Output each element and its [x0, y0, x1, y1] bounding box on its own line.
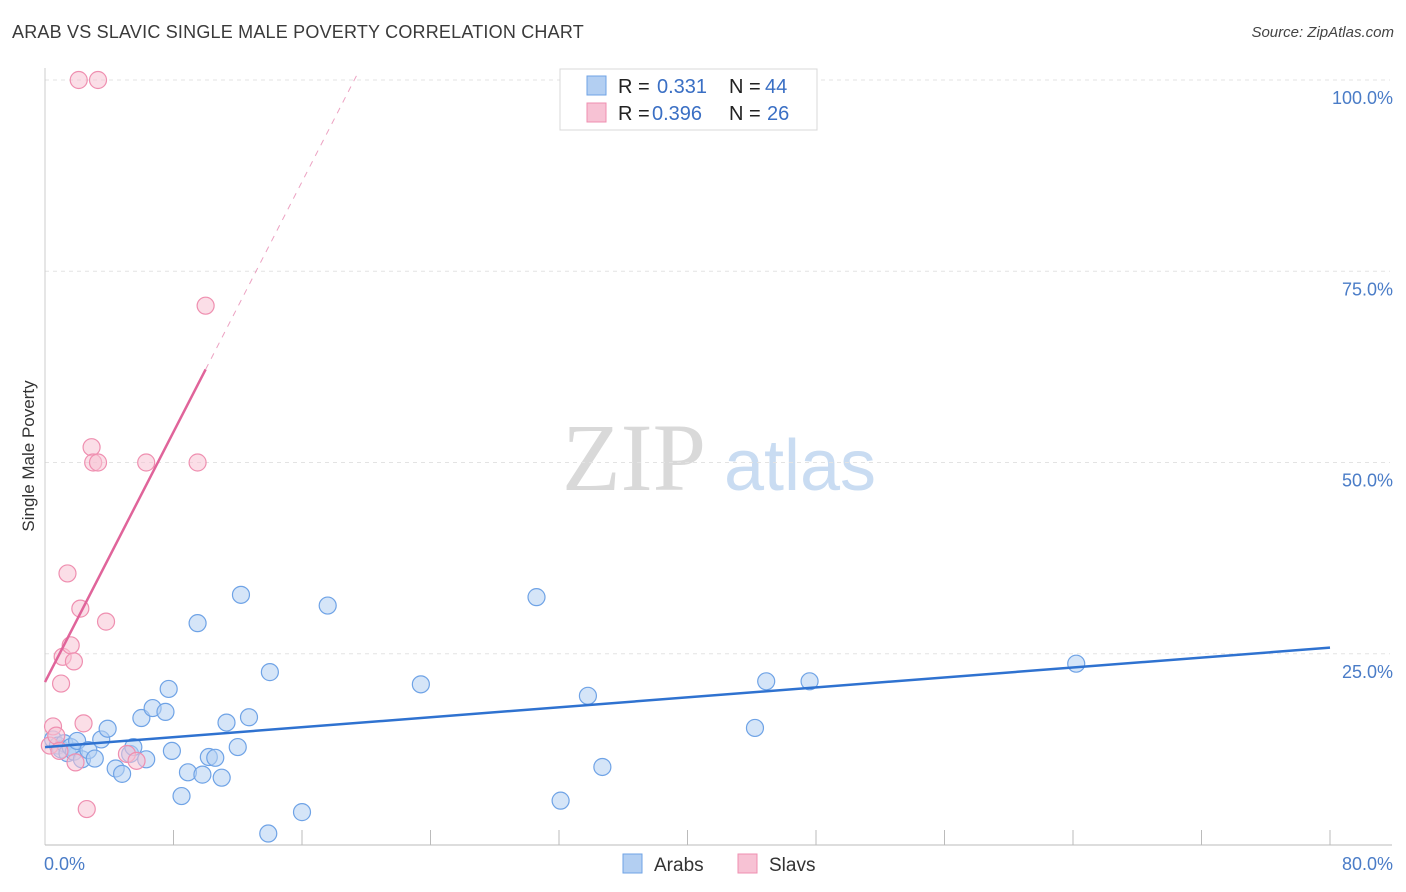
chart-source: Source: ZipAtlas.com — [1251, 24, 1394, 41]
legend-n-label-slavs: N = — [729, 103, 761, 125]
data-point-slavs — [188, 453, 207, 472]
data-point-arabs — [188, 614, 207, 633]
data-point-arabs — [217, 713, 236, 732]
legend-r-value-slavs: 0.396 — [652, 103, 702, 125]
data-point-arabs — [85, 749, 104, 768]
y-tick-label: 25.0% — [1342, 662, 1393, 682]
data-point-slavs — [64, 652, 84, 671]
grid-layer — [45, 79, 1390, 655]
data-point-arabs — [231, 585, 251, 604]
data-point-arabs — [745, 718, 765, 738]
data-point-slavs — [127, 751, 146, 770]
data-point-arabs — [578, 686, 598, 705]
legend-swatch-slavs — [586, 102, 607, 123]
data-point-arabs — [206, 748, 225, 767]
series-legend: Arabs Slavs — [622, 853, 815, 876]
x-tick-label-max: 80.0% — [1342, 854, 1393, 874]
trend-line-extension-slavs — [205, 72, 359, 370]
data-point-arabs — [593, 757, 612, 777]
data-point-slavs — [196, 296, 215, 315]
data-point-arabs — [757, 672, 776, 691]
legend-r-value-arabs: 0.331 — [657, 76, 707, 98]
data-point-arabs — [239, 708, 259, 727]
chart-title: ARAB VS SLAVIC SINGLE MALE POVERTY CORRE… — [12, 22, 584, 42]
data-point-arabs — [800, 672, 819, 691]
trend-line-slavs — [43, 368, 207, 683]
data-point-arabs — [212, 768, 231, 787]
x-tick-label-min: 0.0% — [44, 854, 85, 874]
data-point-arabs — [112, 764, 132, 783]
data-point-arabs — [162, 741, 181, 761]
y-axis-label: Single Male Poverty — [19, 380, 38, 532]
bottom-legend-label-arabs: Arabs — [654, 855, 704, 876]
data-point-slavs — [51, 674, 71, 693]
watermark-atlas: atlas — [724, 426, 876, 506]
data-point-slavs — [96, 612, 116, 631]
data-point-slavs — [137, 453, 156, 472]
legend-n-value-slavs: 26 — [767, 103, 789, 125]
data-point-arabs — [172, 786, 191, 806]
data-point-arabs — [193, 765, 212, 784]
legend-n-value-arabs: 44 — [765, 76, 787, 98]
data-point-arabs — [411, 675, 430, 694]
bottom-legend-swatch-arabs — [622, 853, 643, 874]
data-point-arabs — [318, 596, 337, 615]
data-point-slavs — [66, 753, 85, 772]
data-point-slavs — [88, 453, 108, 472]
data-point-arabs — [527, 588, 546, 607]
data-point-slavs — [74, 714, 93, 733]
stats-legend: R = 0.331 N = 44 R = 0.396 N = 26 — [559, 68, 818, 131]
data-point-arabs — [156, 702, 175, 721]
y-tick-label: 75.0% — [1342, 279, 1393, 299]
bottom-legend-swatch-slavs — [737, 853, 758, 874]
data-point-arabs — [551, 791, 570, 810]
data-point-slavs — [88, 70, 108, 90]
legend-n-label-arabs: N = — [729, 76, 761, 98]
data-point-arabs — [159, 679, 178, 699]
y-tick-label: 50.0% — [1342, 471, 1393, 491]
bottom-legend-label-slavs: Slavs — [769, 855, 815, 876]
legend-swatch-arabs — [586, 75, 607, 96]
data-point-arabs — [260, 663, 279, 682]
legend-r-label-slavs: R = — [618, 103, 650, 125]
trend-line-arabs — [44, 646, 1331, 749]
axis-layer: 25.0% 50.0% 75.0% 100.0% 0.0% 80.0% — [44, 68, 1393, 874]
y-tick-label: 100.0% — [1332, 88, 1393, 108]
data-point-arabs — [1067, 654, 1086, 673]
data-point-arabs — [228, 737, 247, 757]
data-point-slavs — [82, 438, 101, 457]
data-point-arabs — [292, 803, 312, 822]
legend-r-label-arabs: R = — [618, 76, 650, 98]
data-point-arabs — [259, 824, 278, 843]
data-point-arabs — [98, 719, 117, 738]
trend-layer — [43, 72, 1331, 749]
watermark-zip: ZIP — [562, 404, 706, 511]
data-point-slavs — [77, 799, 96, 819]
data-point-slavs — [69, 70, 88, 90]
data-point-slavs — [47, 726, 66, 745]
data-point-slavs — [58, 564, 77, 583]
